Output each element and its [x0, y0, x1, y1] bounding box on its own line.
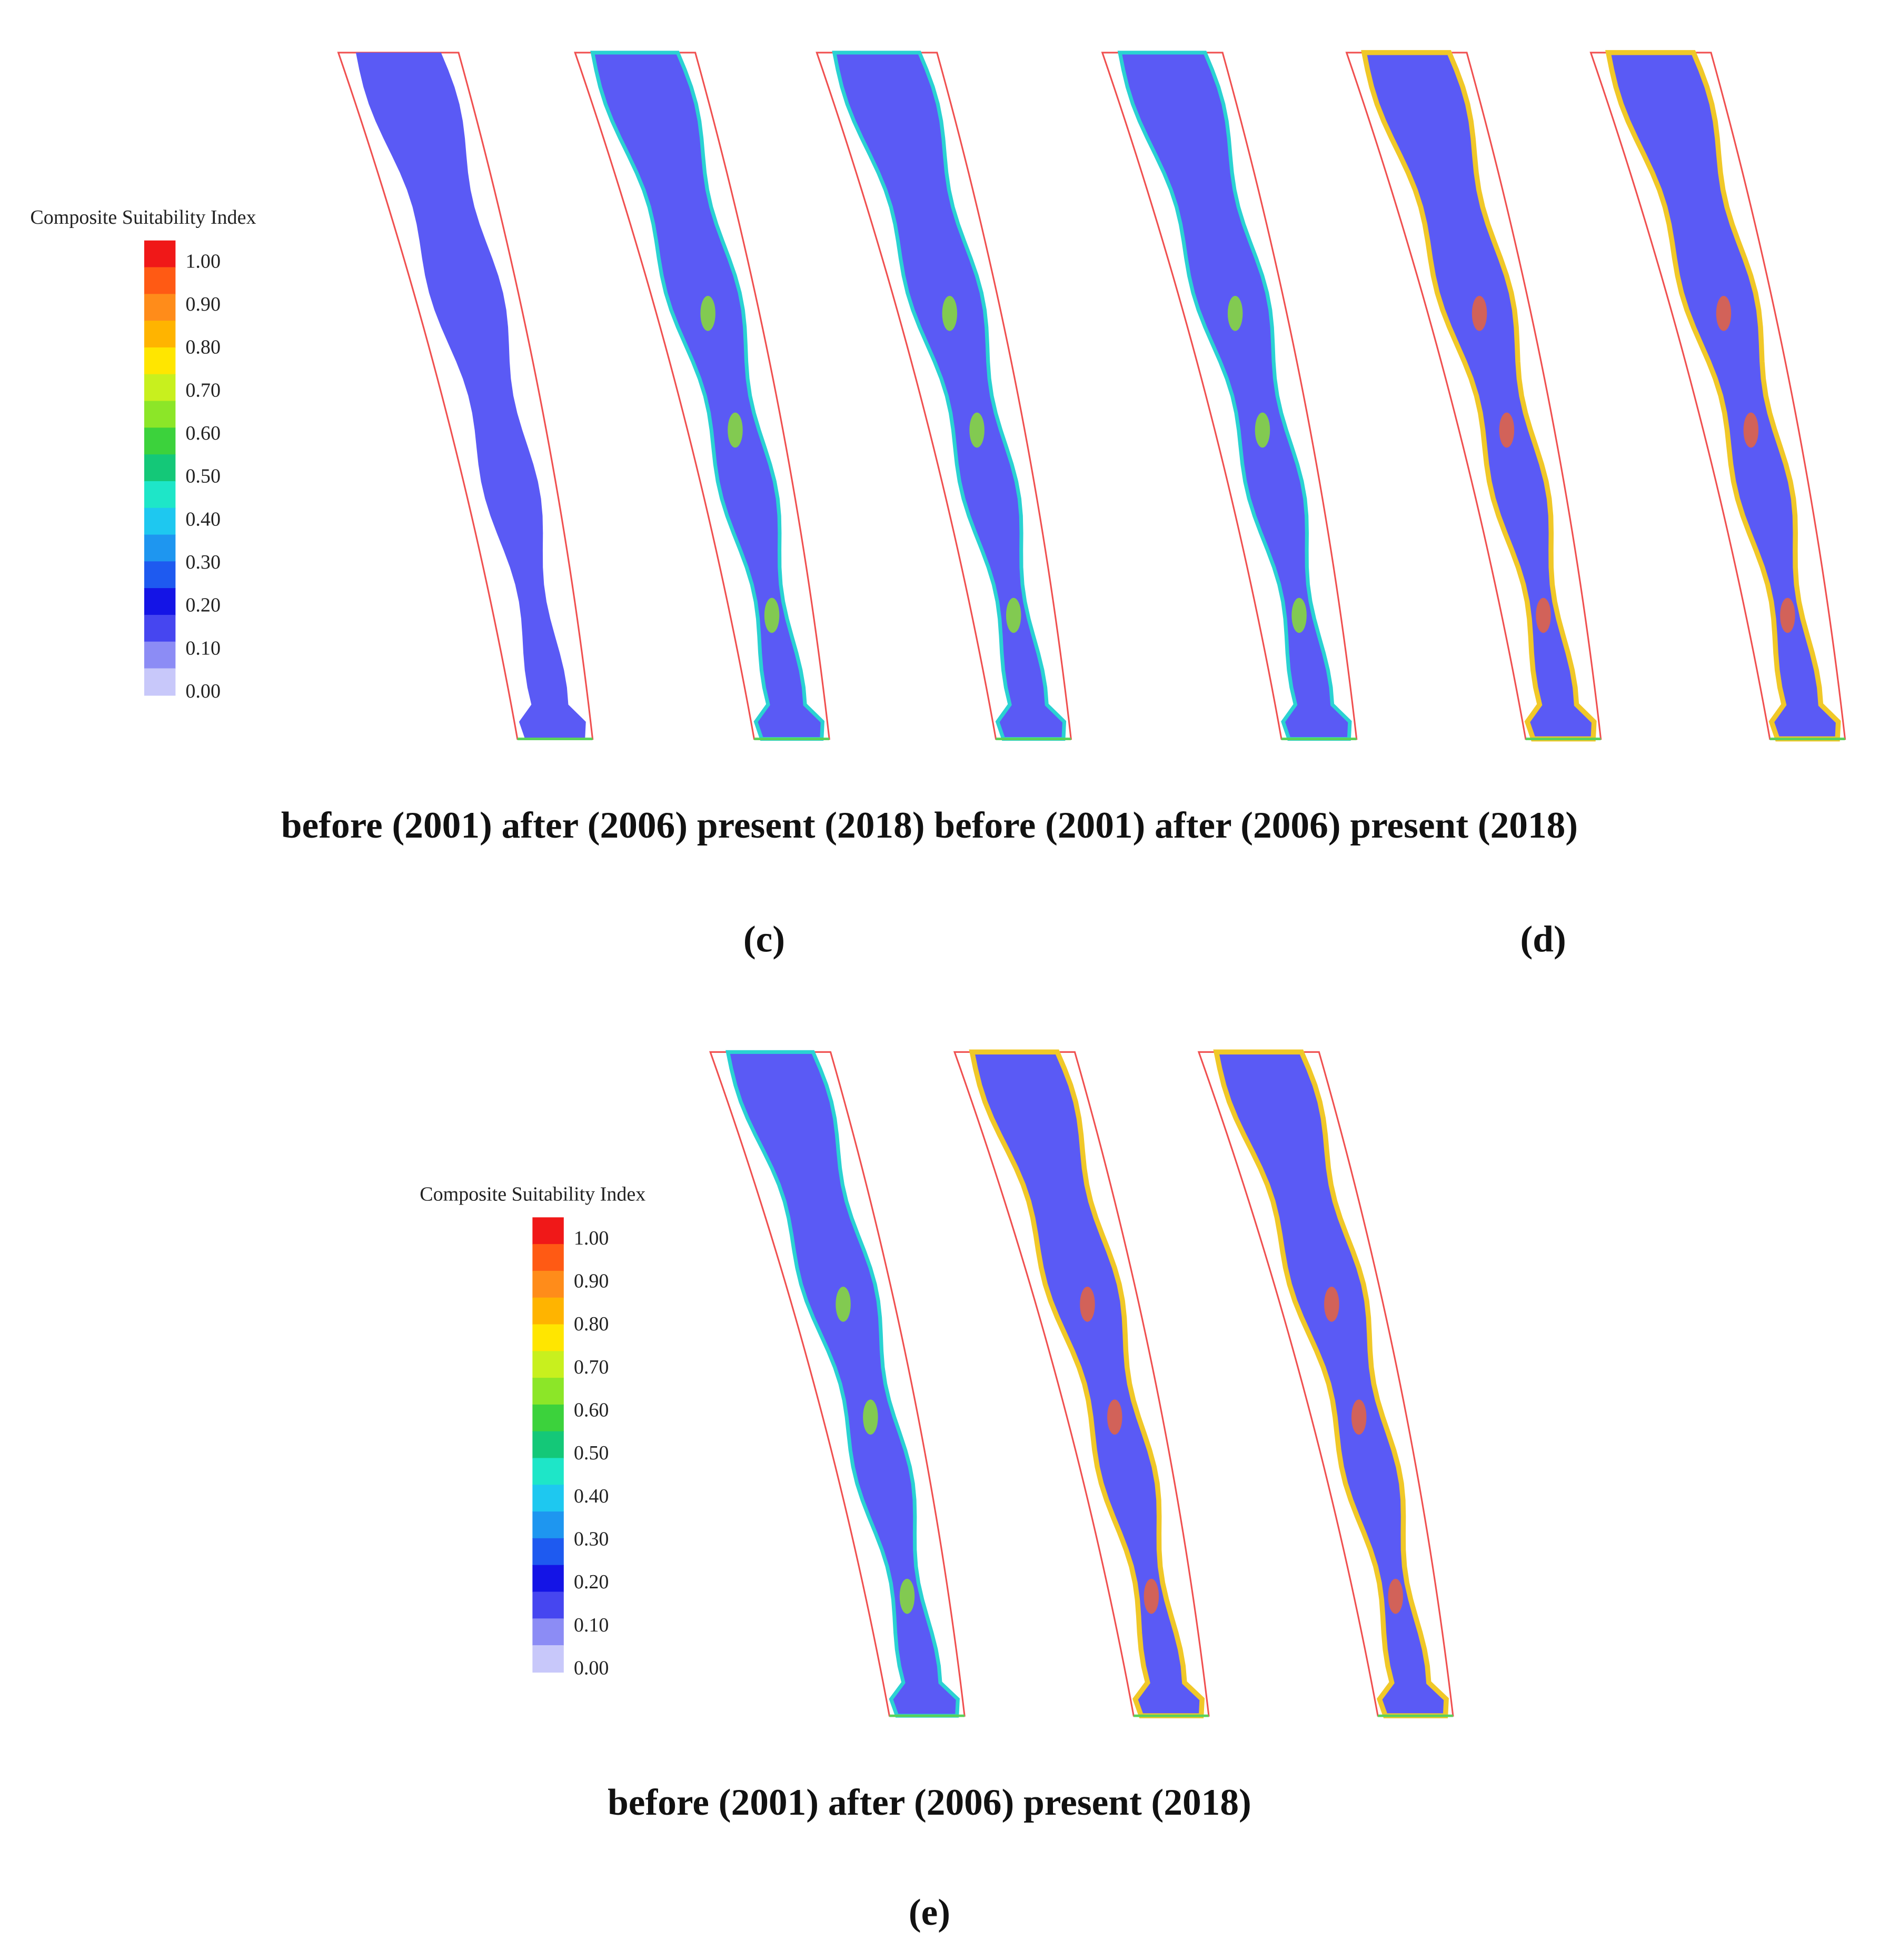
hotspot	[1107, 1399, 1122, 1435]
legend-label: 0.10	[185, 637, 221, 659]
hotspot	[1716, 295, 1732, 331]
legend-label: 0.50	[185, 465, 221, 487]
color-band	[144, 347, 176, 375]
color-band	[532, 1217, 564, 1245]
hotspot	[1743, 412, 1759, 448]
color-band	[532, 1244, 564, 1272]
legend-label: 0.00	[574, 1657, 609, 1679]
river-outline	[953, 1051, 1210, 1717]
color-band	[532, 1351, 564, 1379]
color-band	[532, 1431, 564, 1459]
river-bed	[1213, 1049, 1449, 1718]
river-bed	[1361, 50, 1597, 742]
color-band	[144, 374, 176, 402]
legend-label: 0.30	[574, 1528, 609, 1550]
hotspot	[899, 1578, 915, 1614]
hotspot	[1351, 1399, 1367, 1435]
color-band	[144, 614, 176, 642]
color-band	[144, 321, 176, 349]
hotspot	[1080, 1287, 1095, 1322]
legend-label: 0.50	[574, 1442, 609, 1464]
hotspot	[1144, 1578, 1159, 1614]
hotspot	[1255, 412, 1270, 448]
panel-label: (e)	[909, 1892, 950, 1933]
panel-label: (c)	[743, 919, 785, 960]
color-band	[532, 1538, 564, 1566]
color-band	[532, 1458, 564, 1486]
legend-label: 0.60	[185, 422, 221, 444]
color-band	[532, 1324, 564, 1352]
color-band	[144, 294, 176, 322]
legend-label: 0.20	[185, 594, 221, 616]
hotspot	[863, 1399, 878, 1435]
color-band	[532, 1645, 564, 1673]
river-bed	[725, 1050, 960, 1718]
legend-label: 0.30	[185, 551, 221, 573]
legend-label: 0.90	[574, 1270, 609, 1292]
river-bed	[1117, 51, 1352, 741]
color-band	[532, 1591, 564, 1619]
color-band	[532, 1565, 564, 1593]
color-band	[144, 240, 176, 268]
hotspot	[1780, 598, 1795, 633]
color-band	[144, 588, 176, 616]
caption: before (2001) after (2006) present (2018…	[608, 1782, 1251, 1823]
hotspot	[836, 1287, 851, 1322]
caption: before (2001) after (2006) present (2018…	[281, 804, 1578, 846]
legend-title: Composite Suitability Index	[420, 1183, 645, 1206]
legend-label: 1.00	[574, 1227, 609, 1249]
color-band	[532, 1297, 564, 1325]
legend-label: 0.10	[574, 1614, 609, 1636]
hotspot	[1536, 598, 1551, 633]
hotspot	[1472, 295, 1487, 331]
color-band	[144, 481, 176, 509]
legend-label: 0.20	[574, 1571, 609, 1593]
color-band	[144, 561, 176, 589]
legend-label: 0.90	[185, 293, 221, 315]
color-band	[532, 1270, 564, 1298]
color-band	[144, 508, 176, 535]
river-bed	[355, 52, 586, 739]
color-band	[144, 534, 176, 562]
color-band	[144, 454, 176, 482]
hotspot	[1324, 1287, 1339, 1322]
color-band	[532, 1378, 564, 1406]
hotspot	[728, 412, 743, 448]
legend-label: 0.80	[574, 1313, 609, 1335]
river-bed	[590, 51, 825, 741]
hotspot	[942, 295, 958, 331]
hotspot	[1227, 295, 1243, 331]
legend-label: 1.00	[185, 250, 221, 272]
legend-title: Composite Suitability Index	[30, 206, 256, 228]
legend-label: 0.70	[185, 379, 221, 401]
hotspot	[700, 295, 715, 331]
color-band	[532, 1485, 564, 1513]
legend-label: 0.40	[185, 508, 221, 530]
river-bed	[969, 1049, 1205, 1718]
hotspot	[1499, 412, 1515, 448]
river-bed	[832, 51, 1067, 741]
river-bed	[1605, 50, 1841, 742]
color-band	[532, 1404, 564, 1432]
hotspot	[969, 412, 985, 448]
legend-label: 0.40	[574, 1485, 609, 1507]
hotspot	[1291, 598, 1307, 633]
color-band	[532, 1511, 564, 1539]
legend-label: 0.60	[574, 1399, 609, 1421]
color-band	[144, 641, 176, 669]
hotspot	[1388, 1578, 1404, 1614]
color-band	[144, 267, 176, 295]
legend-label: 0.80	[185, 336, 221, 359]
panel-label: (d)	[1520, 919, 1566, 960]
legend-label: 0.70	[574, 1356, 609, 1378]
color-band	[144, 668, 176, 696]
hotspot	[764, 598, 780, 633]
color-band	[532, 1618, 564, 1646]
color-band	[144, 401, 176, 429]
color-band	[144, 427, 176, 455]
legend-label: 0.00	[185, 680, 221, 702]
hotspot	[1006, 598, 1021, 633]
